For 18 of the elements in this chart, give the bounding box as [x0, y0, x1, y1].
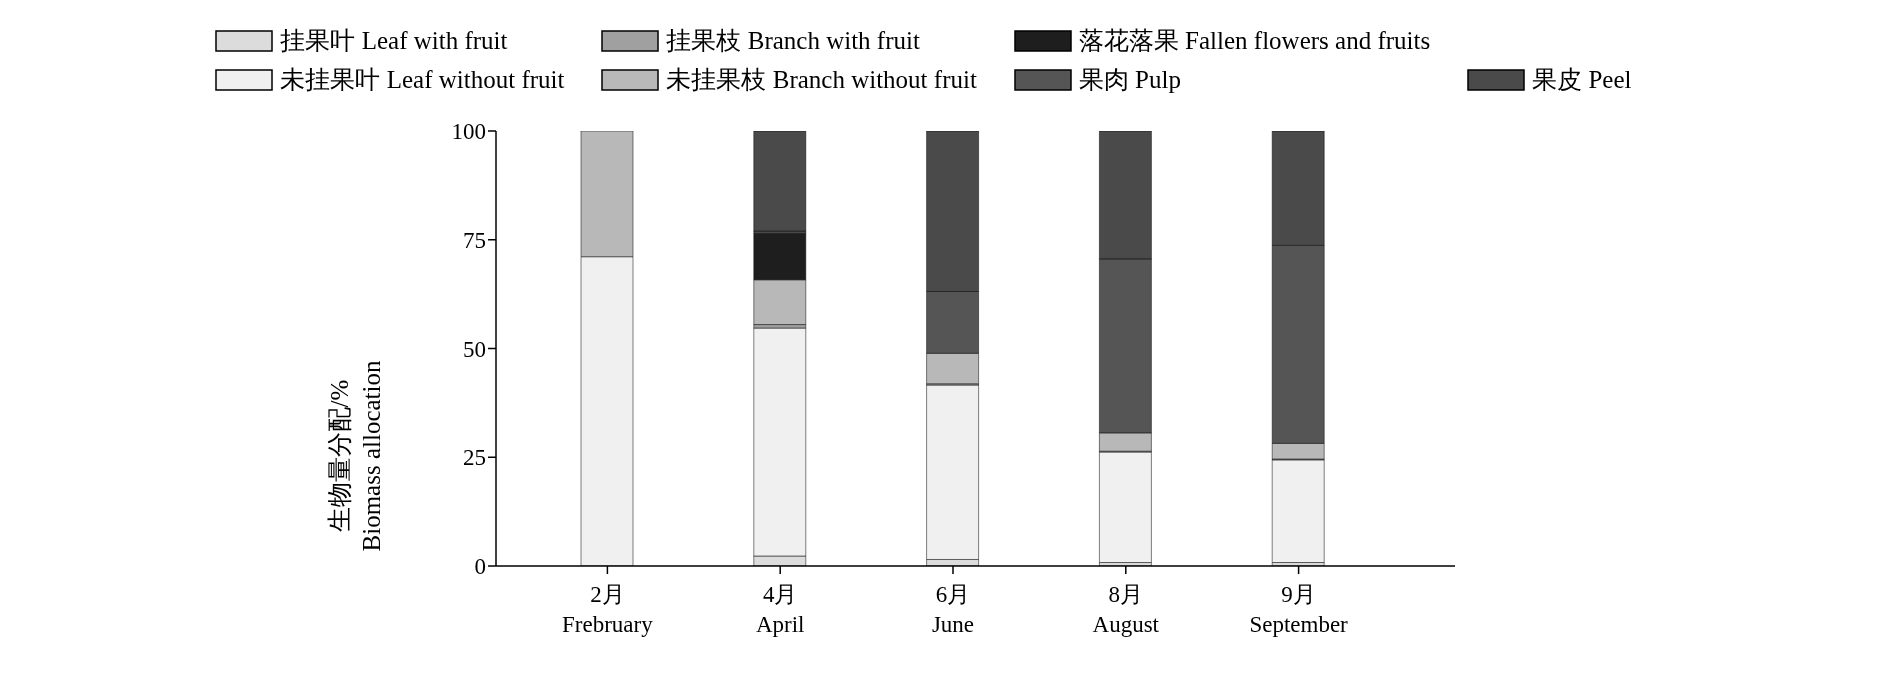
- legend-label: 未挂果叶 Leaf without fruit: [280, 65, 565, 95]
- y-axis-title: 生物量分配/% Biomass allocation: [326, 360, 385, 552]
- legend-label: 果肉 Pulp: [1078, 65, 1181, 95]
- legend-label: 落花落果 Fallen flowers and fruits: [1078, 26, 1431, 56]
- legend-label: 果皮 Peel: [1532, 65, 1632, 95]
- y-tick-label: 100: [451, 119, 486, 145]
- legend-label: 挂果叶 Leaf with fruit: [280, 26, 508, 56]
- y-tick-label: 75: [463, 227, 486, 253]
- y-tick-label: 0: [474, 554, 486, 580]
- x-tick-label: 2月 Frebruary: [562, 582, 654, 637]
- x-tick-label: 9月 September: [1249, 582, 1349, 637]
- x-tick-label: 4月 April: [755, 582, 805, 637]
- y-tick-label: 25: [463, 445, 486, 471]
- x-tick-label: 8月 August: [1092, 582, 1160, 637]
- legend-label: 挂果枝 Branch with fruit: [666, 26, 920, 56]
- x-tick-label: 6月 June: [931, 582, 975, 637]
- legend-label: 未挂果枝 Branch without fruit: [666, 65, 977, 95]
- y-tick-label: 50: [463, 336, 486, 362]
